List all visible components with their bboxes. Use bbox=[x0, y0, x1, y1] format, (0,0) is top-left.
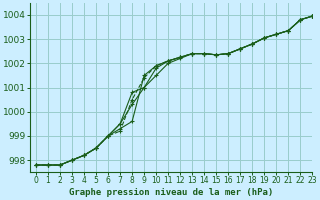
X-axis label: Graphe pression niveau de la mer (hPa): Graphe pression niveau de la mer (hPa) bbox=[69, 188, 273, 197]
